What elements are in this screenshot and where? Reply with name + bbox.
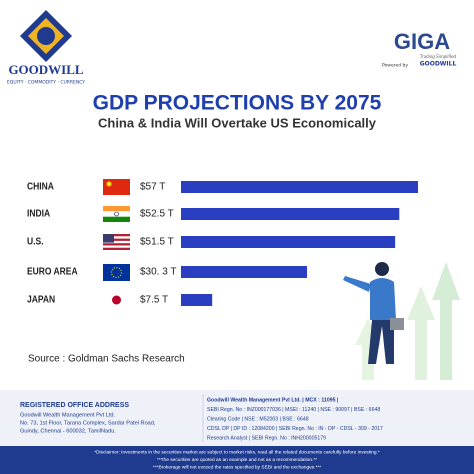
- disclaimer-band: [0, 446, 474, 474]
- powered-by: Powered by: [382, 63, 408, 69]
- office-line: Goodwill Wealth Management Pvt Ltd.: [20, 412, 115, 418]
- category-label: CHINA: [27, 181, 54, 192]
- disclaimer-line: *Disclaimer: Investments in the securiti…: [94, 449, 380, 455]
- source: Source : Goldman Sachs Research: [28, 354, 185, 365]
- registration-line: Clearing Code | NSE : M52003 | BSE : 664…: [207, 416, 309, 422]
- footer-text: Goodwill Wealth Management Pvt Ltd. No. 7…: [20, 397, 383, 470]
- bar: [181, 294, 213, 306]
- chart-title: GDP PROJECTIONS BY 2075: [93, 92, 382, 115]
- bar: [181, 236, 396, 248]
- category-label: JAPAN: [27, 294, 55, 305]
- bar: [181, 266, 307, 278]
- category-label: U.S.: [27, 236, 44, 247]
- flag-japan: [103, 292, 130, 308]
- logo: [20, 10, 72, 62]
- registration-line: Goodwill Wealth Management Pvt Ltd. | MC…: [207, 397, 339, 403]
- disclaimer-line: ***Brokerage will not exceed the rates s…: [153, 464, 321, 470]
- office-line: Guindy, Chennai - 600032, TamilNadu.: [20, 428, 116, 434]
- app-tagline: Trading Simplified: [420, 54, 457, 59]
- registration-line: Research Analyst | SEBI Regn. No : INH20…: [207, 435, 326, 441]
- registration-line: SEBI Regn. No : INZ000177036 | MSEI : 11…: [207, 407, 380, 413]
- flag-india: [103, 206, 130, 222]
- footer-panel: [0, 390, 474, 446]
- bar: [181, 208, 400, 220]
- tagline: EQUITY · COMMODITY · CURRENCY: [7, 80, 85, 86]
- presenter-illustration: [343, 262, 404, 364]
- bar-chart: CHINA $57 T INDIA $52.5 T U.S. $51.5 T EURO AR…: [27, 181, 418, 306]
- brand: GOODWILL: [8, 62, 83, 77]
- value-label: $57 T: [140, 182, 165, 193]
- registration-line: CDSL DP | DP ID : 12084200 | SEBI Regn. …: [207, 426, 383, 432]
- value-label: $7.5 T: [140, 295, 168, 306]
- value-label: $30. 3 T: [140, 267, 177, 278]
- disclaimer-line: **The securities are quoted as an exampl…: [157, 457, 317, 463]
- value-label: $51.5 T: [140, 237, 174, 248]
- flag-eu: [103, 264, 130, 281]
- office-line: No. 73, 1st Floor, Tarana Complex, Sarda…: [20, 420, 156, 426]
- bar: [181, 181, 418, 193]
- category-label: INDIA: [27, 208, 50, 219]
- flag-china: [103, 179, 130, 195]
- flag-us: [103, 234, 130, 250]
- powered-brand: GOODWILL: [420, 61, 457, 68]
- office-title: REGISTERED OFFICE ADDRESS: [20, 402, 129, 409]
- chart-subtitle: China & India Will Overtake US Economica…: [98, 115, 377, 130]
- value-label: $52.5 T: [140, 209, 174, 220]
- category-label: EURO AREA: [27, 266, 78, 277]
- app-name: GIGA: [394, 29, 450, 54]
